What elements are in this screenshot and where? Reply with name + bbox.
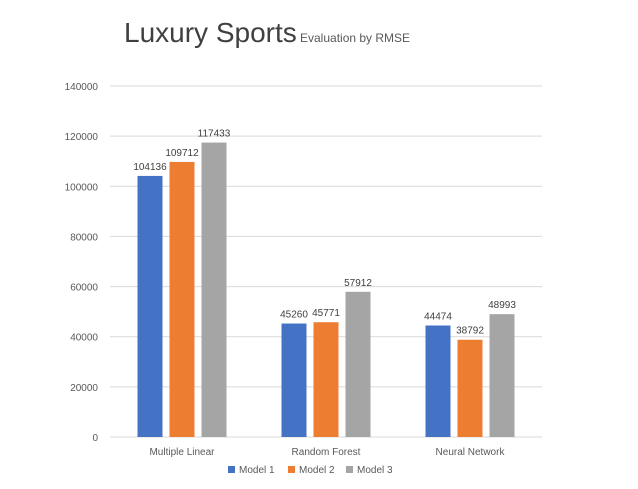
x-axis-ticks: Multiple Linear Random Forest Neural Netwo… [149, 447, 505, 458]
bar-model-1 [281, 323, 307, 437]
data-label: 104136 [133, 162, 167, 173]
chart-subtitle: Evaluation by RMSE [300, 31, 410, 45]
legend-swatch [288, 466, 295, 473]
y-tick-label: 60000 [70, 283, 98, 294]
bars [137, 142, 515, 438]
bar-model-2 [457, 339, 483, 437]
bar-model-3 [489, 314, 515, 437]
legend-swatch [228, 466, 235, 473]
legend-swatch [346, 466, 353, 473]
y-tick-label: 120000 [65, 132, 99, 143]
y-tick-label: 140000 [65, 82, 99, 93]
bar-model-3 [345, 291, 371, 437]
y-axis-ticks: 0 20000 40000 60000 80000 100000 120000 140000 [65, 82, 99, 444]
x-tick-label: Random Forest [292, 447, 361, 458]
data-label: 117433 [198, 129, 231, 140]
y-tick-label: 0 [92, 433, 98, 444]
data-label: 38792 [456, 326, 484, 337]
bar-model-2 [169, 161, 195, 437]
legend: Model 1 Model 2 Model 3 [228, 465, 393, 476]
legend-label: Model 3 [357, 465, 393, 476]
legend-label: Model 2 [299, 465, 335, 476]
y-tick-label: 80000 [70, 232, 98, 243]
y-tick-label: 40000 [70, 333, 98, 344]
bar-model-3 [201, 142, 227, 438]
bar-model-2 [313, 322, 339, 437]
data-label: 109712 [165, 148, 199, 159]
x-tick-label: Multiple Linear [149, 447, 215, 458]
data-label: 48993 [488, 300, 516, 311]
chart-title: Luxury Sports [124, 17, 297, 48]
data-label: 57912 [344, 278, 372, 289]
legend-label: Model 1 [239, 465, 275, 476]
y-tick-label: 100000 [65, 182, 99, 193]
bar-model-1 [137, 175, 163, 437]
y-tick-label: 20000 [70, 383, 98, 394]
data-labels: 104136 109712 117433 45260 45771 57912 44474 38… [133, 129, 516, 337]
data-label: 44474 [424, 311, 452, 322]
x-tick-label: Neural Network [436, 447, 506, 458]
data-label: 45771 [312, 308, 340, 319]
data-label: 45260 [280, 310, 308, 321]
bar-model-1 [425, 325, 451, 437]
